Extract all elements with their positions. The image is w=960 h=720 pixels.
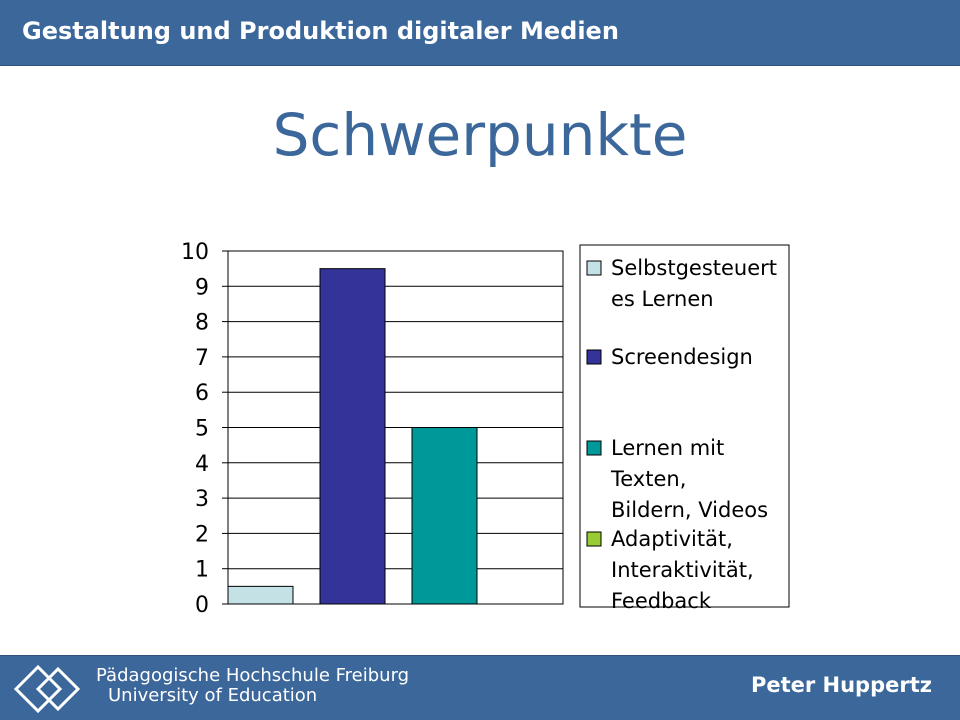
bar-screendesign <box>319 268 386 605</box>
y-tick-label: 2 <box>195 522 209 547</box>
y-tick-label: 0 <box>195 593 209 618</box>
chart-gridlines <box>227 250 564 605</box>
legend-label: Lernen mit Texten, Bildern, Videos <box>610 436 768 522</box>
header-band: Gestaltung und Produktion digitaler Medi… <box>0 0 960 66</box>
legend-label: Screendesign <box>611 345 753 369</box>
chart-axis: 0 1 2 3 4 5 6 7 8 9 10 <box>181 240 229 618</box>
chart-legend: Selbstgesteuert es Lernen Screendesign Lern… <box>579 244 790 613</box>
legend-swatch <box>586 440 602 456</box>
chart-bars <box>227 268 478 605</box>
y-tick-label: 5 <box>195 417 209 442</box>
footer-band: Pädagogische Hochschule Freiburg Univers… <box>0 655 960 720</box>
institution-name: Pädagogische Hochschule Freiburg <box>96 665 410 686</box>
y-tick-label: 7 <box>195 346 209 371</box>
legend-swatch <box>586 531 602 547</box>
y-tick-label: 10 <box>181 240 209 265</box>
diamond-logo-icon <box>13 664 81 714</box>
y-tick-label: 3 <box>195 487 209 512</box>
course-title: Gestaltung und Produktion digitaler Medi… <box>22 17 619 45</box>
legend-swatch <box>586 260 602 276</box>
legend-box <box>579 244 790 608</box>
slide-title: Schwerpunkte <box>272 101 688 169</box>
bar-lernen-mit-texten-bildern-videos <box>411 427 478 605</box>
author-name: Peter Huppertz <box>750 673 932 697</box>
legend-label: Adaptivität, Interaktivität, Feedback <box>611 527 754 613</box>
bar-selbstgesteuertes-lernen <box>227 585 294 605</box>
y-tick-label: 6 <box>195 381 209 406</box>
legend-label: Selbstgesteuert es Lernen <box>611 256 777 311</box>
university-name: University of Education <box>108 685 318 706</box>
legend-swatch <box>586 349 602 365</box>
y-tick-label: 1 <box>195 558 209 583</box>
y-tick-label: 9 <box>195 275 209 300</box>
y-tick-label: 4 <box>195 452 209 477</box>
y-tick-label: 8 <box>195 311 209 336</box>
